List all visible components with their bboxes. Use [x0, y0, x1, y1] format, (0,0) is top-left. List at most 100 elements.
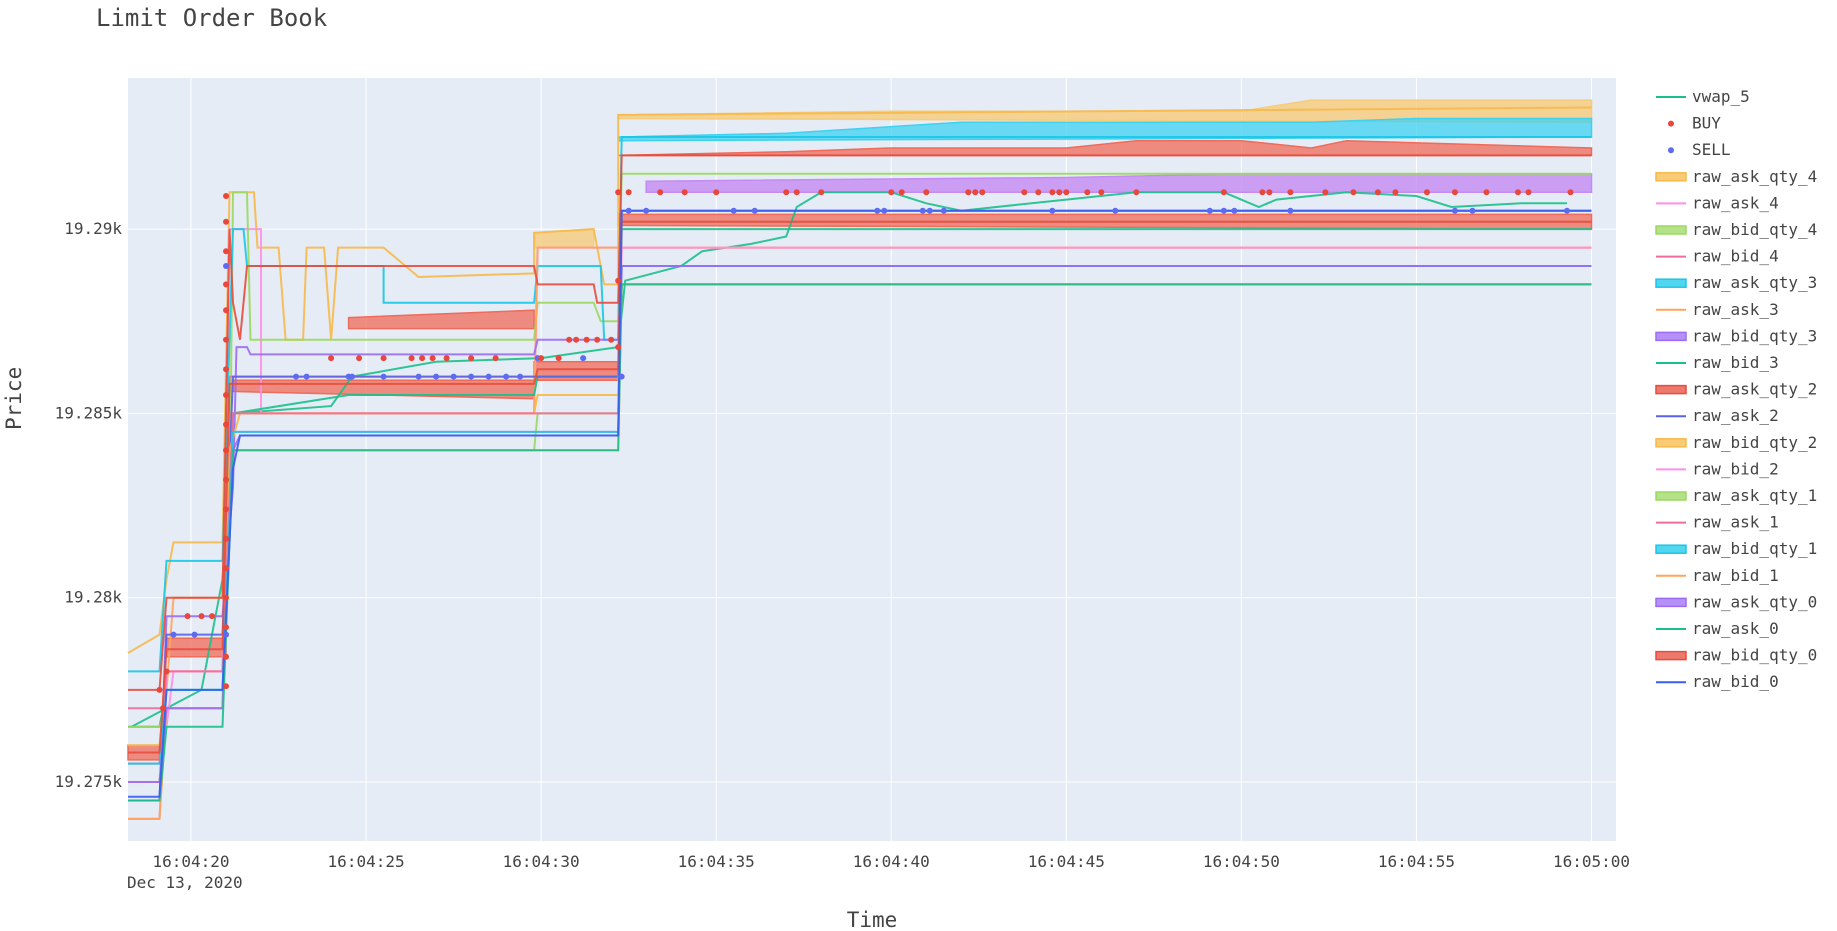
buy-marker[interactable]: [583, 336, 590, 343]
buy-marker[interactable]: [408, 355, 415, 362]
buy-marker[interactable]: [223, 218, 230, 225]
sell-marker[interactable]: [1206, 207, 1213, 214]
sell-marker[interactable]: [468, 373, 475, 380]
buy-marker[interactable]: [223, 624, 230, 631]
buy-marker[interactable]: [615, 277, 622, 284]
sell-marker[interactable]: [485, 373, 492, 380]
buy-marker[interactable]: [713, 189, 720, 196]
buy-marker[interactable]: [1049, 189, 1056, 196]
buy-marker[interactable]: [608, 336, 615, 343]
legend-item-raw-bid-1[interactable]: raw_bid_1: [1656, 566, 1779, 585]
buy-marker[interactable]: [223, 476, 230, 483]
buy-marker[interactable]: [223, 683, 230, 690]
sell-marker[interactable]: [1451, 207, 1458, 214]
buy-marker[interactable]: [419, 355, 426, 362]
legend-item-raw-ask-qty-1[interactable]: raw_ask_qty_1: [1655, 486, 1817, 505]
buy-marker[interactable]: [681, 189, 688, 196]
sell-marker[interactable]: [919, 207, 926, 214]
buy-marker[interactable]: [328, 355, 335, 362]
sell-marker[interactable]: [1563, 207, 1570, 214]
buy-marker[interactable]: [1035, 189, 1042, 196]
legend-item-raw-ask-qty-4[interactable]: raw_ask_qty_4: [1655, 167, 1817, 186]
sell-marker[interactable]: [170, 631, 177, 638]
sell-marker[interactable]: [751, 207, 758, 214]
buy-marker[interactable]: [783, 189, 790, 196]
buy-marker[interactable]: [1451, 189, 1458, 196]
sell-marker[interactable]: [1469, 207, 1476, 214]
sell-marker[interactable]: [926, 207, 933, 214]
buy-marker[interactable]: [223, 281, 230, 288]
buy-marker[interactable]: [594, 336, 601, 343]
buy-marker[interactable]: [223, 447, 230, 454]
buy-marker[interactable]: [223, 653, 230, 660]
buy-marker[interactable]: [1350, 189, 1357, 196]
sell-marker[interactable]: [303, 373, 310, 380]
buy-marker[interactable]: [615, 189, 622, 196]
buy-marker[interactable]: [1220, 189, 1227, 196]
buy-marker[interactable]: [1259, 189, 1266, 196]
legend-item-raw-bid-qty-4[interactable]: raw_bid_qty_4: [1655, 220, 1817, 239]
sell-marker[interactable]: [580, 355, 587, 362]
buy-marker[interactable]: [223, 535, 230, 542]
sell-marker[interactable]: [940, 207, 947, 214]
buy-marker[interactable]: [468, 355, 475, 362]
buy-marker[interactable]: [1133, 189, 1140, 196]
legend-item-raw-ask-qty-2[interactable]: raw_ask_qty_2: [1655, 380, 1817, 399]
buy-marker[interactable]: [356, 355, 363, 362]
buy-marker[interactable]: [223, 506, 230, 513]
sell-marker[interactable]: [517, 373, 524, 380]
buy-marker[interactable]: [888, 189, 895, 196]
buy-marker[interactable]: [566, 336, 573, 343]
buy-marker[interactable]: [1483, 189, 1490, 196]
sell-marker[interactable]: [191, 631, 198, 638]
sell-marker[interactable]: [349, 373, 356, 380]
legend-item-raw-bid-qty-0[interactable]: raw_bid_qty_0: [1655, 646, 1817, 665]
sell-marker[interactable]: [503, 373, 510, 380]
legend-item-raw-bid-qty-3[interactable]: raw_bid_qty_3: [1655, 326, 1817, 345]
sell-marker[interactable]: [618, 373, 625, 380]
buy-marker[interactable]: [209, 613, 216, 620]
buy-marker[interactable]: [163, 668, 170, 675]
buy-marker[interactable]: [615, 344, 622, 351]
legend-item-raw-bid-4[interactable]: raw_bid_4: [1656, 247, 1779, 266]
buy-marker[interactable]: [1322, 189, 1329, 196]
sell-marker[interactable]: [1287, 207, 1294, 214]
buy-marker[interactable]: [223, 421, 230, 428]
legend-item-raw-ask-3[interactable]: raw_ask_3: [1656, 300, 1779, 319]
buy-marker[interactable]: [538, 355, 545, 362]
buy-marker[interactable]: [1266, 189, 1273, 196]
buy-marker[interactable]: [1287, 189, 1294, 196]
sell-marker[interactable]: [881, 207, 888, 214]
legend-item-sell[interactable]: SELL: [1668, 140, 1731, 159]
legend[interactable]: vwap_5 BUY SELL raw_ask_qty_4 raw_ask_4 raw_b…: [1655, 87, 1817, 691]
buy-marker[interactable]: [972, 189, 979, 196]
buy-marker[interactable]: [818, 189, 825, 196]
buy-marker[interactable]: [555, 355, 562, 362]
buy-marker[interactable]: [1021, 189, 1028, 196]
sell-marker[interactable]: [415, 373, 422, 380]
sell-marker[interactable]: [1220, 207, 1227, 214]
legend-item-raw-bid-qty-2[interactable]: raw_bid_qty_2: [1655, 433, 1817, 452]
buy-marker[interactable]: [625, 189, 632, 196]
sell-marker[interactable]: [643, 207, 650, 214]
legend-item-raw-ask-4[interactable]: raw_ask_4: [1656, 193, 1779, 212]
buy-marker[interactable]: [223, 336, 230, 343]
buy-marker[interactable]: [223, 366, 230, 373]
sell-marker[interactable]: [223, 262, 230, 269]
legend-item-raw-ask-2[interactable]: raw_ask_2: [1656, 406, 1779, 425]
buy-marker[interactable]: [156, 686, 163, 693]
buy-marker[interactable]: [198, 613, 205, 620]
sell-marker[interactable]: [450, 373, 457, 380]
buy-marker[interactable]: [1374, 189, 1381, 196]
legend-item-raw-bid-2[interactable]: raw_bid_2: [1656, 459, 1779, 478]
buy-marker[interactable]: [1423, 189, 1430, 196]
buy-marker[interactable]: [223, 391, 230, 398]
legend-item-raw-bid-3[interactable]: raw_bid_3: [1656, 353, 1779, 372]
sell-marker[interactable]: [223, 631, 230, 638]
buy-marker[interactable]: [793, 189, 800, 196]
buy-marker[interactable]: [1084, 189, 1091, 196]
sell-marker[interactable]: [1049, 207, 1056, 214]
buy-marker[interactable]: [1098, 189, 1105, 196]
buy-marker[interactable]: [923, 189, 930, 196]
